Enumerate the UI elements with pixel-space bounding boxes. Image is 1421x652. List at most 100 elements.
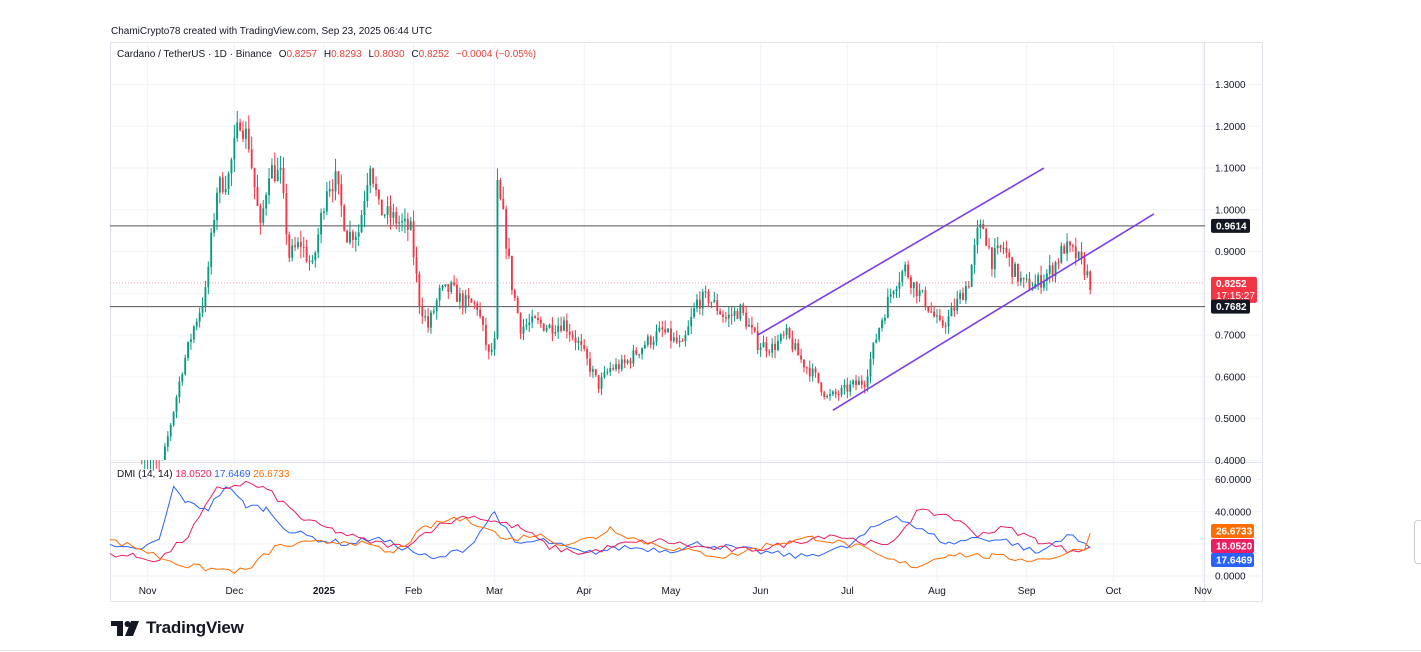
candle-body xyxy=(594,369,597,376)
candle-body xyxy=(262,208,265,223)
candle-body xyxy=(175,397,178,413)
candle-body xyxy=(190,339,192,342)
candle-down xyxy=(253,167,256,200)
candle-body xyxy=(282,167,285,194)
candle-down xyxy=(273,152,276,183)
candle-body xyxy=(464,295,467,308)
candle-body xyxy=(412,221,415,258)
candle-up xyxy=(849,380,852,397)
candle-body xyxy=(337,171,340,185)
candle-body xyxy=(357,232,360,237)
dmi-tick-label: 0.0000 xyxy=(1215,572,1246,583)
candle-body xyxy=(748,324,750,327)
candle-body xyxy=(681,340,684,342)
candle-up xyxy=(224,175,227,195)
candle-up xyxy=(265,192,268,216)
candle-down xyxy=(846,377,849,399)
candle-up xyxy=(678,334,681,348)
candle-down xyxy=(933,305,936,318)
brand-name: TradingView xyxy=(146,618,244,637)
candle-down xyxy=(791,330,794,353)
symbol-legend: Cardano / TetherUS · 1D · Binance O0.825… xyxy=(117,49,536,60)
candle-body xyxy=(299,242,302,247)
candle-body xyxy=(609,368,612,372)
candle-body xyxy=(172,412,175,425)
candle-body xyxy=(641,348,643,355)
time-tick-label: 2025 xyxy=(313,586,336,597)
candle-up xyxy=(829,388,831,401)
candle-body xyxy=(305,246,308,262)
candle-body xyxy=(285,193,288,235)
candle-body xyxy=(693,308,696,317)
candle-body xyxy=(1022,277,1025,280)
time-tick-label: May xyxy=(662,586,681,597)
candle-up xyxy=(886,288,889,319)
candle-body xyxy=(265,195,268,209)
candle-down xyxy=(985,227,988,247)
candle-body xyxy=(603,372,606,378)
tradingview-logo[interactable]: TradingView xyxy=(111,618,244,638)
candle-down xyxy=(259,203,262,235)
candle-down xyxy=(1063,243,1066,255)
channel-upper-line xyxy=(757,167,1045,336)
candle-body xyxy=(638,354,641,356)
candle-body xyxy=(548,324,551,329)
candle-down xyxy=(583,339,586,352)
candle-up xyxy=(210,227,213,275)
candle-body xyxy=(577,340,580,343)
side-panel-handle[interactable] xyxy=(1414,520,1421,564)
time-tick-label: Nov xyxy=(1194,586,1212,597)
candle-down xyxy=(782,330,785,339)
channel-lower-line xyxy=(832,213,1155,411)
low-label: L xyxy=(368,49,375,60)
candle-down xyxy=(823,390,826,400)
candle-body xyxy=(166,436,169,447)
candle-down xyxy=(586,346,589,366)
candle-down xyxy=(487,343,490,360)
candle-up xyxy=(956,290,959,315)
symbol-title[interactable]: Cardano / TetherUS · 1D · Binance xyxy=(117,49,272,60)
candle-body xyxy=(1025,278,1028,280)
candle-body xyxy=(401,221,403,223)
candle-body xyxy=(643,344,646,349)
candle-body xyxy=(1028,278,1031,291)
chart-frame xyxy=(110,42,1263,602)
candle-body xyxy=(713,299,716,303)
candle-up xyxy=(606,368,609,376)
candle-up xyxy=(603,366,606,379)
candle-body xyxy=(1002,247,1005,249)
candle-down xyxy=(242,121,244,143)
candle-up xyxy=(444,284,447,288)
dmi-title[interactable]: DMI (14, 14) xyxy=(117,469,173,480)
candle-body xyxy=(993,248,996,270)
candle-up xyxy=(1066,233,1069,262)
candle-body xyxy=(276,170,279,182)
candle-up xyxy=(244,121,247,149)
candle-body xyxy=(447,284,450,292)
candle-body xyxy=(733,311,736,316)
candle-up xyxy=(545,325,548,333)
open-label: O xyxy=(278,49,287,60)
candle-body xyxy=(294,245,296,248)
candle-body xyxy=(192,326,195,340)
candle-body xyxy=(762,342,765,348)
candle-body xyxy=(930,311,933,313)
candle-down xyxy=(221,171,224,195)
candle-body xyxy=(221,177,224,193)
candle-up xyxy=(522,319,525,341)
candle-up xyxy=(166,431,169,452)
candle-up xyxy=(696,294,698,313)
candle-up xyxy=(276,157,279,182)
dmi-value-label: 18.0520 xyxy=(1216,542,1253,553)
candle-body xyxy=(860,380,863,385)
candle-body xyxy=(670,328,672,341)
dmi-line-di xyxy=(109,485,1091,560)
candle-body xyxy=(218,177,221,193)
candle-up xyxy=(386,196,389,225)
candle-body xyxy=(753,327,756,332)
candle-body xyxy=(672,337,675,341)
candle-body xyxy=(924,290,927,308)
time-tick-label: Feb xyxy=(405,586,423,597)
candle-body xyxy=(204,287,207,307)
